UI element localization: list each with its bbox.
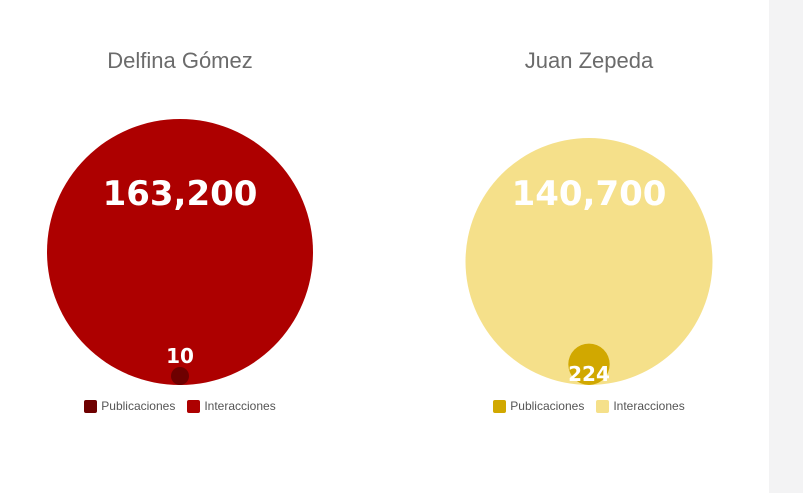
bubble-publicaciones[interactable] bbox=[568, 343, 610, 385]
legend-label: Publicaciones bbox=[510, 399, 585, 413]
interacciones-value-label: 140,700 bbox=[512, 174, 667, 214]
legend-label: Publicaciones bbox=[101, 399, 176, 413]
legend: Publicaciones Interacciones bbox=[0, 399, 360, 413]
legend-item-interacciones[interactable]: Interacciones bbox=[596, 399, 685, 413]
bubble-chart-svg: 140,700 224 bbox=[465, 138, 713, 386]
legend: Publicaciones Interacciones bbox=[409, 399, 769, 413]
legend-label: Interacciones bbox=[613, 399, 685, 413]
legend-label: Interacciones bbox=[204, 399, 276, 413]
bubble-panel-delfina: Delfina Gómez 163,200 10 Publicaciones I… bbox=[0, 0, 360, 493]
panel-title: Delfina Gómez bbox=[107, 48, 253, 73]
legend-swatch bbox=[596, 399, 610, 413]
legend-item-publicaciones[interactable]: Publicaciones bbox=[493, 399, 584, 413]
bubble-chart-svg: 163,200 10 bbox=[47, 119, 313, 385]
bubble-interacciones[interactable] bbox=[465, 138, 713, 385]
legend-swatch bbox=[84, 399, 98, 413]
interacciones-value-label: 163,200 bbox=[103, 174, 258, 214]
right-sidebar-strip bbox=[769, 0, 803, 493]
bubble-interacciones[interactable] bbox=[47, 119, 313, 385]
legend-item-interacciones[interactable]: Interacciones bbox=[187, 399, 276, 413]
publicaciones-value-label: 224 bbox=[568, 362, 610, 386]
panel-title: Juan Zepeda bbox=[524, 48, 654, 73]
legend-swatch bbox=[187, 399, 201, 413]
bubble-panel-juan: Juan Zepeda 140,700 224 Publicaciones In… bbox=[409, 0, 769, 493]
legend-item-publicaciones[interactable]: Publicaciones bbox=[84, 399, 175, 413]
publicaciones-value-label: 10 bbox=[166, 344, 194, 368]
legend-swatch bbox=[493, 399, 507, 413]
bubble-publicaciones[interactable] bbox=[171, 367, 189, 385]
